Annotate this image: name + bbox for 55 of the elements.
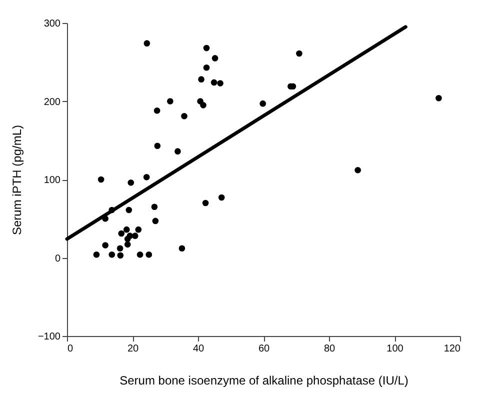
- point: [152, 218, 159, 224]
- point: [203, 64, 210, 71]
- point: [144, 40, 150, 46]
- x-tick-label: 120: [444, 344, 461, 354]
- point: [354, 166, 361, 174]
- point: [218, 194, 225, 201]
- point: [128, 179, 134, 186]
- y-tick-label: 200: [44, 96, 61, 108]
- point: [124, 241, 131, 248]
- point: [198, 76, 204, 82]
- point: [296, 50, 302, 57]
- point: [135, 226, 142, 233]
- point: [123, 226, 130, 233]
- y-axis-title: Serum iPTH (pg/mL): [10, 124, 24, 236]
- point: [102, 242, 108, 248]
- point: [151, 204, 158, 210]
- point: [118, 230, 125, 237]
- x-axis-title: Serum bone isoenzyme of alkaline phosphatase (IU/L): [120, 374, 408, 388]
- x-tick-label: 40: [192, 344, 204, 354]
- point: [146, 251, 152, 258]
- point: [167, 98, 174, 104]
- point: [178, 245, 186, 252]
- x-tick-label: 100: [386, 344, 404, 354]
- point: [143, 174, 150, 180]
- point: [126, 206, 132, 214]
- x-tick-label: 0: [68, 344, 74, 354]
- point: [124, 236, 131, 242]
- point: [132, 232, 138, 239]
- point: [93, 251, 100, 258]
- point: [200, 102, 206, 108]
- point: [203, 44, 210, 52]
- point: [260, 100, 266, 107]
- point: [108, 251, 116, 258]
- point: [117, 252, 124, 259]
- point: [154, 142, 161, 150]
- point: [181, 112, 188, 120]
- point: [102, 215, 108, 222]
- point: [436, 94, 442, 102]
- point: [174, 148, 181, 154]
- point: [136, 251, 144, 258]
- x-tick-label: 80: [324, 344, 336, 354]
- point: [217, 80, 224, 86]
- x-tick-label: 60: [258, 344, 270, 354]
- point: [210, 79, 218, 86]
- y-tick-label: 300: [44, 18, 61, 30]
- y-tick-label: 100: [44, 175, 61, 186]
- point: [212, 55, 218, 62]
- y-tick-label: −100: [38, 332, 61, 342]
- x-tick-label: 20: [127, 344, 139, 354]
- y-tick-label: 0: [54, 253, 61, 264]
- point: [116, 245, 124, 252]
- point: [154, 107, 160, 114]
- point: [98, 176, 104, 183]
- point: [108, 206, 116, 214]
- point: [202, 200, 209, 206]
